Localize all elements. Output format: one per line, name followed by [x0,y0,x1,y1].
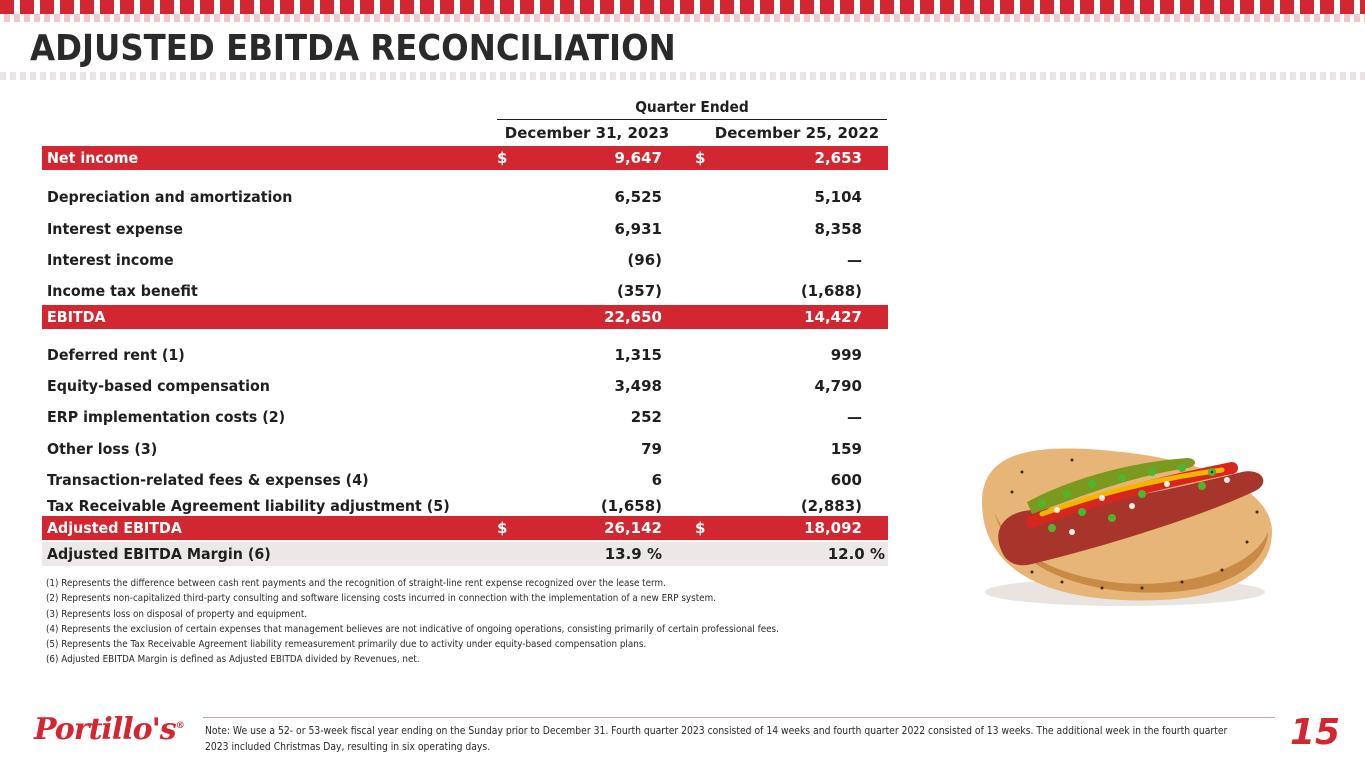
table-row: Interest income (96) — [42,248,888,272]
value-2022: 600 [830,471,862,489]
value-2022: — [847,408,862,426]
footnotes: (1) Represents the difference between ca… [46,576,846,668]
value-2022: 18,092 [804,519,862,537]
top-decorative-border [0,0,1365,22]
footnote: (2) Represents non-capitalized third-par… [46,593,716,605]
table-row: Income tax benefit (357) (1,688) [42,279,888,303]
row-label: Tax Receivable Agreement liability adjus… [47,497,450,515]
value-2023: 13.9 % [604,545,662,563]
portillos-logo: Portillo's® [34,712,185,747]
table-row: Tax Receivable Agreement liability adjus… [42,494,888,518]
currency-2022: $ [695,519,706,537]
table-row: Adjusted EBITDA $26,142 $18,092 [42,516,888,540]
footnote: (5) Represents the Tax Receivable Agreem… [46,639,647,651]
value-2023: 9,647 [614,149,662,167]
footnote: (3) Represents loss on disposal of prope… [46,608,308,620]
header-rule [497,119,887,120]
value-2022: 4,790 [814,377,862,395]
column-header-2022: December 25, 2022 [707,124,887,148]
quarter-ended-header: Quarter Ended [635,98,749,116]
row-label: Equity-based compensation [47,377,270,395]
page-title: ADJUSTED EBITDA RECONCILIATION [30,28,676,69]
row-label: Deferred rent (1) [47,346,185,364]
value-2023: 252 [630,408,662,426]
value-2022: 5,104 [814,188,862,206]
row-label: Transaction-related fees & expenses (4) [47,471,369,489]
value-2022: 14,427 [804,308,862,326]
row-label: ERP implementation costs (2) [47,408,286,426]
footnote: (1) Represents the difference between ca… [46,578,666,589]
value-2023: 26,142 [604,519,662,537]
fiscal-year-note: Note: We use a 52- or 53-week fiscal yea… [205,725,1228,753]
value-2023: (96) [627,251,662,269]
value-2022: 8,358 [814,220,862,238]
table-row: Equity-based compensation 3,498 4,790 [42,374,888,398]
hotdog-image [982,448,1272,606]
row-label: Adjusted EBITDA [47,519,182,537]
row-label: Income tax benefit [47,282,198,300]
table-row: Other loss (3) 79 159 [42,437,888,461]
currency-2023: $ [497,149,508,167]
row-label: Interest income [47,251,174,269]
row-label: Depreciation and amortization [47,188,293,206]
currency-2022: $ [695,149,706,167]
value-2022: 999 [830,346,862,364]
value-2023: (357) [616,282,662,300]
value-2022: 159 [830,440,862,458]
value-2022: 2,653 [814,149,862,167]
table-row: Net income $9,647 $2,653 [42,146,888,170]
value-2023: 22,650 [604,308,662,326]
table-row: Adjusted EBITDA Margin (6) 13.9 % 12.0 % [42,542,888,566]
value-2023: 6,931 [614,220,662,238]
column-header-2023: December 31, 2023 [497,124,677,148]
value-2023: 3,498 [614,377,662,395]
row-label: EBITDA [47,308,106,326]
row-label: Interest expense [47,220,183,238]
footnote: (4) Represents the exclusion of certain … [46,623,779,635]
table-row: Transaction-related fees & expenses (4) 6… [42,468,888,492]
row-label: Adjusted EBITDA Margin (6) [47,545,271,563]
page-number: 15 [1290,712,1341,753]
title-divider [0,72,1365,80]
value-2022: 12.0 % [827,545,885,563]
value-2023: 79 [641,440,662,458]
row-label: Net income [47,149,139,167]
value-2023: 1,315 [614,346,662,364]
value-2023: 6 [651,471,662,489]
value-2022: — [847,251,862,269]
table-row: ERP implementation costs (2) 252 — [42,405,888,429]
value-2022: (1,688) [800,282,862,300]
value-2022: (2,883) [800,497,862,515]
value-2023: (1,658) [600,497,662,515]
table-row: Deferred rent (1) 1,315 999 [42,343,888,367]
table-row: Depreciation and amortization 6,525 5,104 [42,185,888,209]
footnote: (6) Adjusted EBITDA Margin is defined as… [46,654,420,666]
value-2023: 6,525 [614,188,662,206]
table-row: Interest expense 6,931 8,358 [42,217,888,241]
row-label: Other loss (3) [47,440,158,458]
footer-divider [203,717,1275,718]
table-row: EBITDA 22,650 14,427 [42,305,888,329]
currency-2023: $ [497,519,508,537]
